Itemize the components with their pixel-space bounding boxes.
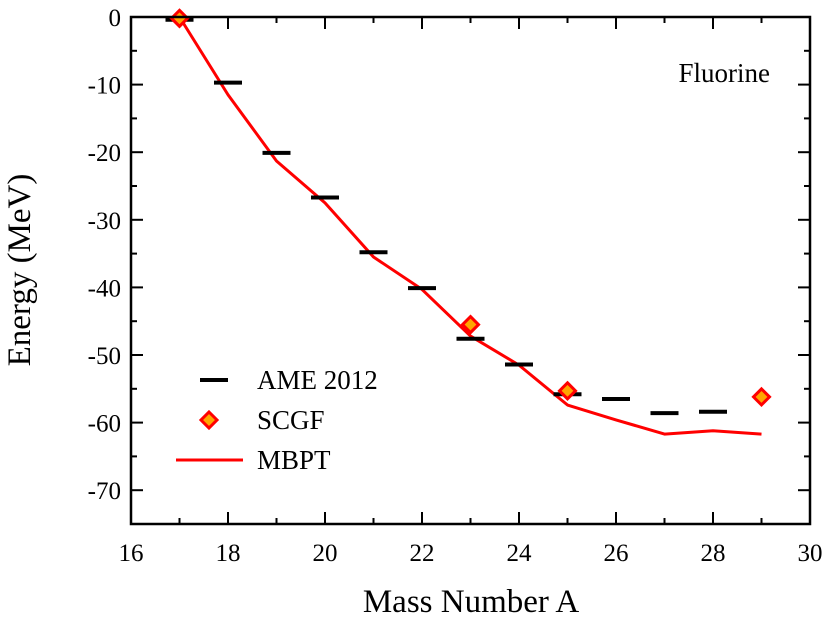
y-axis-title: Energy (MeV): [2, 174, 38, 367]
y-tick-label: 0: [109, 5, 122, 32]
x-tick-label: 20: [313, 540, 338, 567]
plot-frame: [129, 15, 812, 526]
x-axis-title: Mass Number A: [363, 584, 579, 620]
x-tick-label: 26: [604, 540, 629, 567]
legend-ame-label: AME 2012: [257, 365, 378, 395]
scgf-point: [460, 314, 481, 335]
labels-layer: 16 18 20 22 24 26 28 30 0 -10 -20 -30 -40 -50 -60 -70: [88, 5, 823, 567]
series-layer: [165, 8, 772, 436]
x-tick-label: 24: [507, 540, 533, 567]
legend-scgf-label: SCGF: [257, 405, 325, 435]
x-tick-label: 28: [701, 540, 726, 567]
x-tick-label: 18: [216, 540, 241, 567]
scgf-point: [557, 380, 578, 401]
y-tick-label: -40: [88, 275, 121, 302]
mbpt-line: [178, 16, 762, 436]
y-tick-label: -30: [88, 208, 121, 235]
legend-mbpt-label: MBPT: [257, 445, 331, 475]
x-tick-label: 30: [798, 540, 823, 567]
x-tick-label: 16: [119, 540, 144, 567]
scgf-point: [169, 8, 190, 29]
y-tick-label: -10: [88, 73, 121, 100]
y-tick-label: -50: [88, 343, 121, 370]
y-tick-label: -70: [88, 478, 121, 505]
x-tick-label: 22: [410, 540, 435, 567]
legend-scgf-swatch: [198, 409, 220, 431]
element-annotation: Fluorine: [679, 58, 771, 88]
y-tick-label: -60: [88, 411, 121, 438]
ticks-layer: [130, 16, 811, 524]
y-tick-label: -20: [88, 140, 121, 167]
legend: AME 2012 SCGF MBPT: [176, 365, 378, 475]
scgf-point: [751, 386, 772, 408]
